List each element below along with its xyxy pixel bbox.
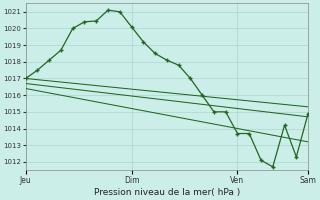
X-axis label: Pression niveau de la mer( hPa ): Pression niveau de la mer( hPa ) — [94, 188, 240, 197]
